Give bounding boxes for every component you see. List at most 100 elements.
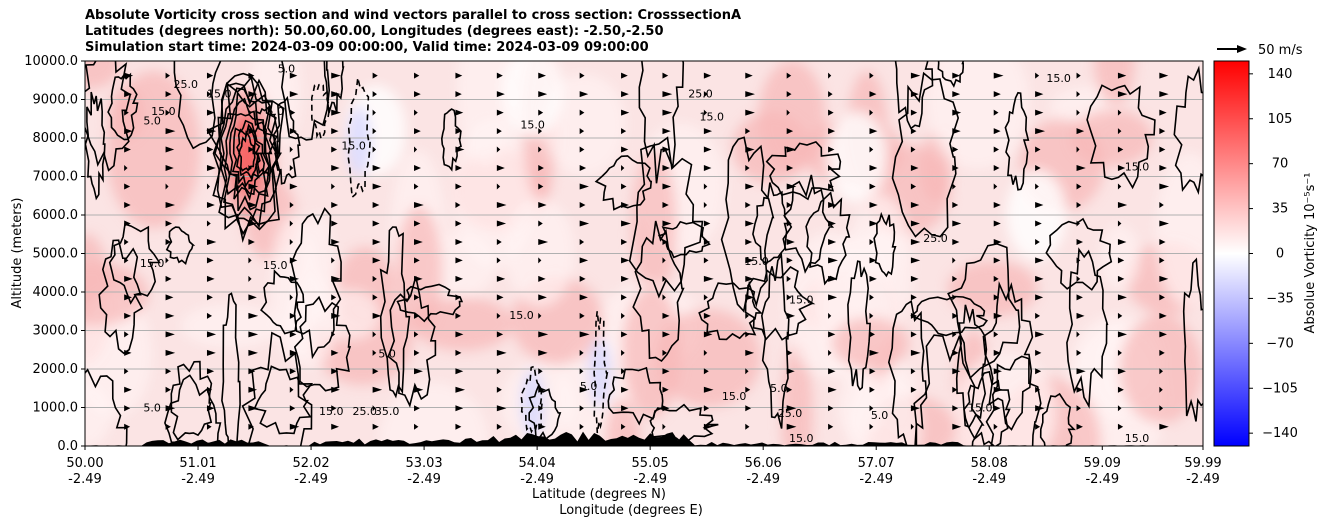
wind-arrow <box>869 128 878 135</box>
wind-arrow <box>289 201 294 208</box>
colorbar-tick-label: −105 <box>1262 381 1298 396</box>
wind-arrow <box>1035 165 1041 172</box>
x-tick-label-latitude: 59.09 <box>1084 456 1121 471</box>
wind-arrow <box>289 128 297 135</box>
wind-arrow <box>1076 386 1083 393</box>
wind-arrow <box>165 368 172 375</box>
positive-contour <box>107 72 139 141</box>
wind-arrow <box>248 331 259 338</box>
wind-arrow <box>828 275 838 282</box>
wind-arrow <box>206 91 212 98</box>
wind-arrow <box>165 165 174 172</box>
wind-arrow <box>124 294 133 301</box>
wind-arrow <box>662 349 668 356</box>
positive-contour <box>1173 65 1203 196</box>
wind-arrow <box>952 91 961 98</box>
wind-arrow <box>248 220 258 227</box>
wind-arrow <box>662 183 672 190</box>
wind-arrow <box>165 238 172 245</box>
wind-arrow <box>496 405 507 412</box>
field-blob <box>655 309 761 407</box>
wind-arrow <box>579 331 590 338</box>
wind-arrow <box>289 257 298 264</box>
wind-arrow <box>579 91 589 98</box>
wind-arrow <box>579 405 584 412</box>
wind-arrow <box>579 183 589 190</box>
wind-arrow <box>1159 146 1166 153</box>
positive-contour <box>594 155 653 211</box>
wind-arrow <box>455 294 461 301</box>
positive-contour <box>955 304 988 428</box>
x-tick-label-latitude: 51.01 <box>179 456 216 471</box>
positive-contour <box>85 91 106 201</box>
wind-arrow <box>745 72 753 79</box>
wind-arrow <box>703 72 712 79</box>
wind-arrow <box>1035 257 1044 264</box>
wind-arrow <box>414 386 424 393</box>
contour-label: 35.0 <box>375 405 400 418</box>
wind-arrow <box>1159 423 1169 430</box>
wind-arrow <box>745 275 754 282</box>
wind-arrow <box>1035 238 1040 245</box>
wind-arrow <box>1035 201 1044 208</box>
contour-label: 15.0 <box>341 140 366 153</box>
wind-arrow <box>331 91 341 98</box>
wind-arrow <box>496 220 507 227</box>
wind-arrow <box>662 312 670 319</box>
wind-arrow <box>1117 109 1122 116</box>
wind-arrow <box>1117 91 1128 98</box>
x-tick-label-longitude: -2.49 <box>294 472 328 487</box>
positive-contour <box>873 211 897 278</box>
wind-arrow <box>910 275 919 282</box>
wind-arrow <box>206 423 212 430</box>
wind-arrow <box>662 128 671 135</box>
wind-arrow <box>1076 109 1080 116</box>
y-tick-label: 0.0 <box>57 439 78 454</box>
wind-arrow <box>579 312 585 319</box>
wind-arrow <box>165 128 176 135</box>
wind-arrow <box>372 312 382 319</box>
wind-arrow <box>786 423 797 430</box>
wind-arrow <box>910 165 919 172</box>
wind-arrow <box>745 349 755 356</box>
wind-arrow <box>869 183 876 190</box>
wind-arrow <box>165 294 174 301</box>
wind-arrow <box>124 146 131 153</box>
wind-arrow <box>1076 201 1082 208</box>
wind-arrow <box>206 275 215 282</box>
wind-arrow <box>372 386 383 393</box>
wind-arrow <box>206 257 214 264</box>
y-tick-label: 8000.0 <box>33 131 79 146</box>
y-tick-label: 7000.0 <box>33 170 79 185</box>
wind-arrow <box>828 405 834 412</box>
x-tick-label-latitude: 53.03 <box>405 456 442 471</box>
quiver-key-arrow-head <box>1237 45 1247 53</box>
field-blob <box>847 373 922 446</box>
wind-arrow <box>538 183 544 190</box>
wind-arrow <box>993 423 998 430</box>
wind-arrow <box>124 128 133 135</box>
wind-arrow <box>538 349 548 356</box>
wind-arrow <box>414 201 424 208</box>
wind-arrow <box>414 109 418 116</box>
wind-arrow <box>952 183 956 190</box>
wind-arrow <box>538 238 549 245</box>
wind-arrow <box>952 423 962 430</box>
wind-arrow <box>952 201 959 208</box>
wind-arrow <box>993 257 1001 264</box>
wind-arrow <box>538 128 543 135</box>
wind-arrow <box>124 423 131 430</box>
wind-arrow <box>1117 312 1123 319</box>
wind-arrow <box>496 312 501 319</box>
wind-arrow <box>1035 146 1041 153</box>
wind-arrow <box>952 368 961 375</box>
wind-arrow <box>579 201 586 208</box>
wind-arrow <box>248 386 258 393</box>
wind-arrow <box>703 165 712 172</box>
wind-arrow <box>993 275 999 282</box>
wind-arrow <box>455 109 464 116</box>
wind-arrow <box>538 275 546 282</box>
field-blob <box>1155 152 1203 308</box>
wind-arrow <box>124 220 131 227</box>
positive-contour <box>947 243 1021 380</box>
